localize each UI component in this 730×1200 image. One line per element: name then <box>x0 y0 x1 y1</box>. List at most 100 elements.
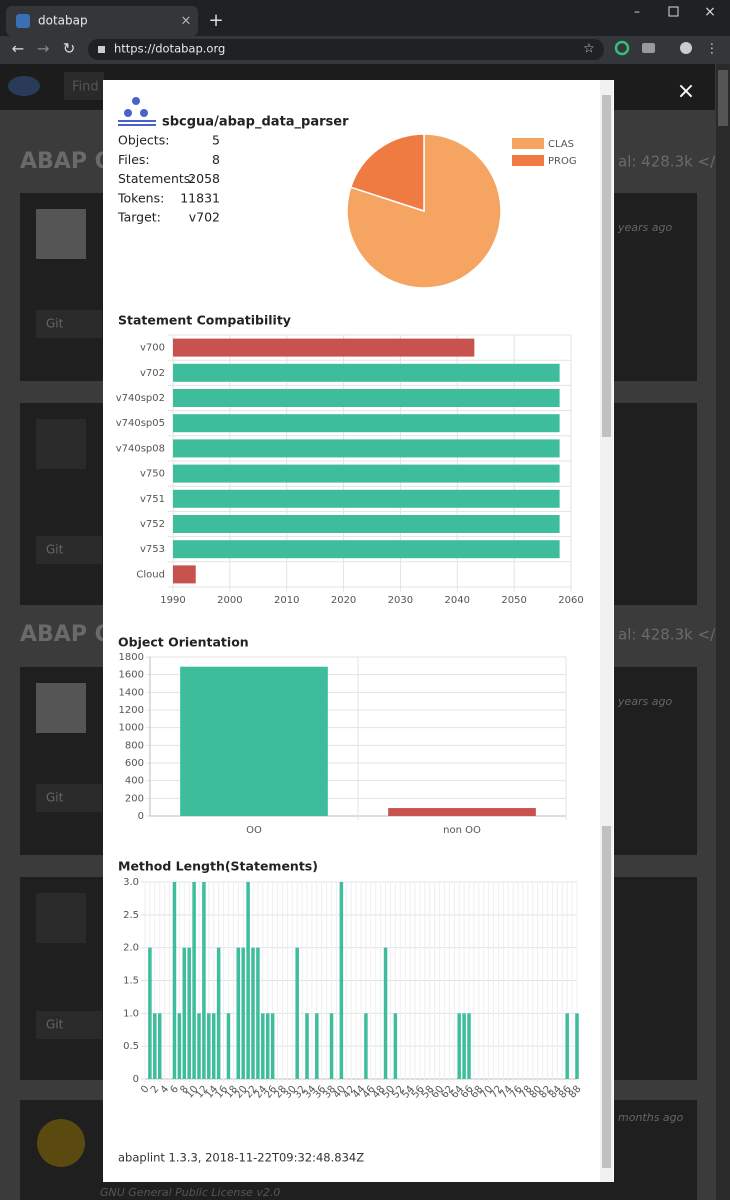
maximize[interactable] <box>668 6 679 17</box>
page-scroll-thumb[interactable] <box>718 70 728 126</box>
git-button <box>36 1011 102 1039</box>
back[interactable]: ← <box>12 40 25 58</box>
profile[interactable] <box>680 42 692 54</box>
bar <box>153 1013 157 1079</box>
y-tick-label: 1.0 <box>123 1008 139 1019</box>
x-tick-label: 6 <box>169 1084 182 1096</box>
git-label: Git <box>46 317 64 331</box>
bookmark[interactable]: ☆ <box>583 42 595 57</box>
address-bar[interactable] <box>88 39 604 60</box>
x-tick-label: 4 <box>159 1084 172 1096</box>
favicon <box>16 14 30 28</box>
card-time: years ago <box>617 695 672 708</box>
bar <box>246 882 250 1079</box>
avatar <box>36 419 86 469</box>
bar <box>173 414 560 433</box>
x-tick-label: 2000 <box>217 595 242 606</box>
modal-scroll-thumb[interactable] <box>602 95 611 437</box>
new-tab[interactable]: + <box>208 10 223 31</box>
y-tick-label: 800 <box>125 740 144 751</box>
x-tick-label: 8 <box>178 1084 191 1096</box>
window-close[interactable]: × <box>704 4 716 20</box>
y-tick-label: 1000 <box>119 723 144 734</box>
reload[interactable]: ↻ <box>63 40 76 58</box>
git-label: Git <box>46 1018 64 1032</box>
bar <box>364 1013 368 1079</box>
x-tick-label: non OO <box>443 825 481 836</box>
git-label: Git <box>46 791 64 805</box>
bar <box>393 1013 398 1079</box>
y-tick-label: 1600 <box>119 670 144 681</box>
forward[interactable]: → <box>37 40 50 58</box>
bar <box>315 1013 319 1079</box>
git-button <box>36 784 102 812</box>
modal-scroll-thumb[interactable] <box>602 826 611 1168</box>
stat-label: Statements: <box>118 171 195 186</box>
y-tick-label: 1.5 <box>123 976 139 987</box>
bar <box>261 1013 265 1079</box>
bar <box>173 515 560 533</box>
bar <box>462 1013 466 1079</box>
license: GNU General Public License v2.0 <box>100 1186 280 1199</box>
tab-close[interactable]: × <box>181 14 192 29</box>
y-tick-label: 3.0 <box>123 877 139 888</box>
url[interactable]: https://dotabap.org <box>114 42 225 56</box>
y-tick-label: v751 <box>140 494 165 505</box>
y-tick-label: v752 <box>140 519 165 530</box>
extension[interactable] <box>642 43 655 53</box>
bar <box>173 338 475 357</box>
bar <box>329 1013 334 1079</box>
bar <box>173 489 560 508</box>
y-tick-label: 1800 <box>119 652 144 663</box>
git-button <box>36 310 102 338</box>
minimize[interactable]: – <box>634 5 640 19</box>
search-placeholder: Find <box>72 80 99 95</box>
card-time: years ago <box>617 221 672 234</box>
bar <box>173 439 560 458</box>
heading: ABAP O <box>20 149 113 174</box>
abaplint-logo <box>118 97 156 126</box>
y-tick-label: v740sp05 <box>116 418 165 429</box>
footer: abaplint 1.3.3, 2018-11-22T09:32:48.834Z <box>118 1151 364 1165</box>
logo <box>8 76 40 96</box>
chart-title: Object Orientation <box>118 635 249 650</box>
bar <box>211 1013 216 1079</box>
y-tick-label: 0.5 <box>123 1041 139 1052</box>
page-scrollbar[interactable] <box>716 64 730 1200</box>
y-tick-label: 400 <box>125 776 144 787</box>
bar <box>192 882 196 1079</box>
legend-label: PROG <box>548 156 577 167</box>
x-tick-label: OO <box>246 825 262 836</box>
legend-swatch <box>512 138 544 149</box>
x-tick-label: 0 <box>139 1084 152 1096</box>
bar <box>270 1013 275 1079</box>
bar <box>172 882 177 1079</box>
lock-icon <box>98 46 105 53</box>
y-tick-label: 600 <box>125 758 144 769</box>
x-tick-label: 2030 <box>388 595 413 606</box>
y-tick-label: v750 <box>140 469 165 480</box>
bar <box>173 363 560 382</box>
tab[interactable] <box>6 6 198 36</box>
bar <box>216 947 221 1079</box>
y-tick-label: v740sp08 <box>116 443 165 454</box>
menu[interactable]: ⋮ <box>706 42 719 57</box>
bar <box>295 947 299 1079</box>
legend-swatch <box>512 155 544 166</box>
stat-label: Objects: <box>118 133 169 148</box>
bar <box>173 565 196 584</box>
modal-close[interactable]: × <box>677 79 695 104</box>
repository-name: sbcgua/abap_data_parser <box>162 115 349 130</box>
bar <box>251 947 255 1079</box>
y-tick-label: 2.0 <box>123 943 139 954</box>
stat-label: Files: <box>118 152 150 167</box>
tab-title: dotabap <box>38 14 88 28</box>
bar <box>173 540 560 559</box>
bar <box>197 1013 201 1079</box>
bar <box>187 947 191 1079</box>
extension[interactable] <box>614 40 630 56</box>
bar <box>226 1013 231 1079</box>
bar <box>182 947 187 1079</box>
search-box <box>64 72 104 100</box>
stat-value: v702 <box>189 210 220 225</box>
